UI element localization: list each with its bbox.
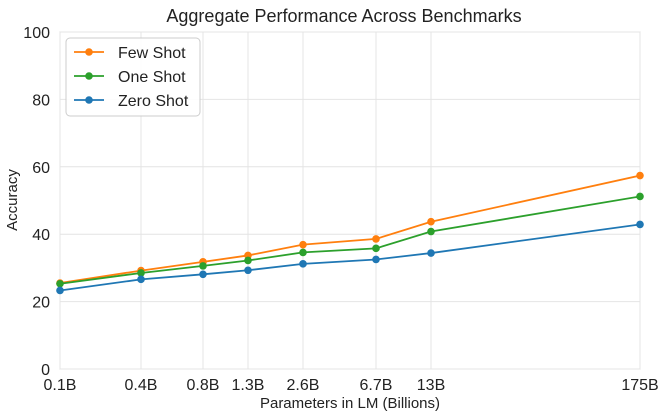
legend-box <box>65 37 201 117</box>
legend-marker-few-shot <box>85 48 93 56</box>
data-point-one-shot <box>199 262 207 270</box>
x-axis-label: Parameters in LM (Billions) <box>260 395 440 412</box>
x-tick-label: 1.3B <box>232 377 265 394</box>
x-tick-label: 13B <box>417 377 445 394</box>
y-axis-label: Accuracy <box>4 169 21 231</box>
x-tick-label: 6.7B <box>360 377 393 394</box>
data-point-one-shot <box>427 227 435 236</box>
data-point-zero-shot <box>137 275 145 284</box>
data-point-few-shot <box>636 171 644 180</box>
data-point-zero-shot <box>372 255 380 264</box>
legend-label-one-shot: One Shot <box>118 69 186 86</box>
data-point-one-shot <box>137 269 145 277</box>
data-point-one-shot <box>244 256 252 265</box>
y-tick-label: 20 <box>32 295 50 312</box>
data-point-zero-shot <box>636 220 644 229</box>
data-point-one-shot <box>299 248 307 257</box>
x-tick-label: 2.6B <box>287 377 320 394</box>
data-point-few-shot <box>427 217 435 226</box>
legend-label-zero-shot: Zero Shot <box>118 93 189 110</box>
x-tick-label: 0.4B <box>125 377 158 394</box>
legend: Few Shot One Shot Zero Shot <box>65 37 201 117</box>
series-line-few-shot <box>59 174 641 284</box>
y-tick-label: 100 <box>23 25 50 42</box>
x-tick-label: 0.1B <box>44 377 77 394</box>
y-tick-label: 0 <box>41 362 50 379</box>
y-tick-label: 40 <box>32 227 50 244</box>
data-point-zero-shot <box>427 249 435 257</box>
y-tick-label: 60 <box>32 160 50 177</box>
series-line-zero-shot <box>59 223 641 292</box>
legend-label-few-shot: Few Shot <box>118 45 186 62</box>
labels: Aggregate Performance Across Benchmarks P… <box>4 6 522 412</box>
data-point-few-shot <box>299 240 307 249</box>
data-point-zero-shot <box>244 266 252 275</box>
axes: 0.1B 0.4B 0.8B 1.3B 2.6B 6.7B 13B 175B 0 20 40 60 80… <box>23 25 658 394</box>
data-point-one-shot <box>56 279 64 288</box>
chart-title: Aggregate Performance Across Benchmarks <box>166 6 521 26</box>
data-point-one-shot <box>372 244 380 253</box>
data-point-few-shot <box>372 235 380 243</box>
data-point-one-shot <box>636 192 644 201</box>
data-point-zero-shot <box>199 270 207 279</box>
x-tick-label: 175B <box>621 377 658 394</box>
series-line-one-shot <box>59 195 641 285</box>
y-tick-label: 80 <box>32 92 50 109</box>
main-series <box>56 171 644 295</box>
data-point-zero-shot <box>56 286 64 295</box>
x-tick-label: 0.8B <box>187 377 220 394</box>
legend-marker-one-shot <box>85 72 93 80</box>
data-point-zero-shot <box>299 260 307 268</box>
legend-marker-zero-shot <box>85 96 93 104</box>
